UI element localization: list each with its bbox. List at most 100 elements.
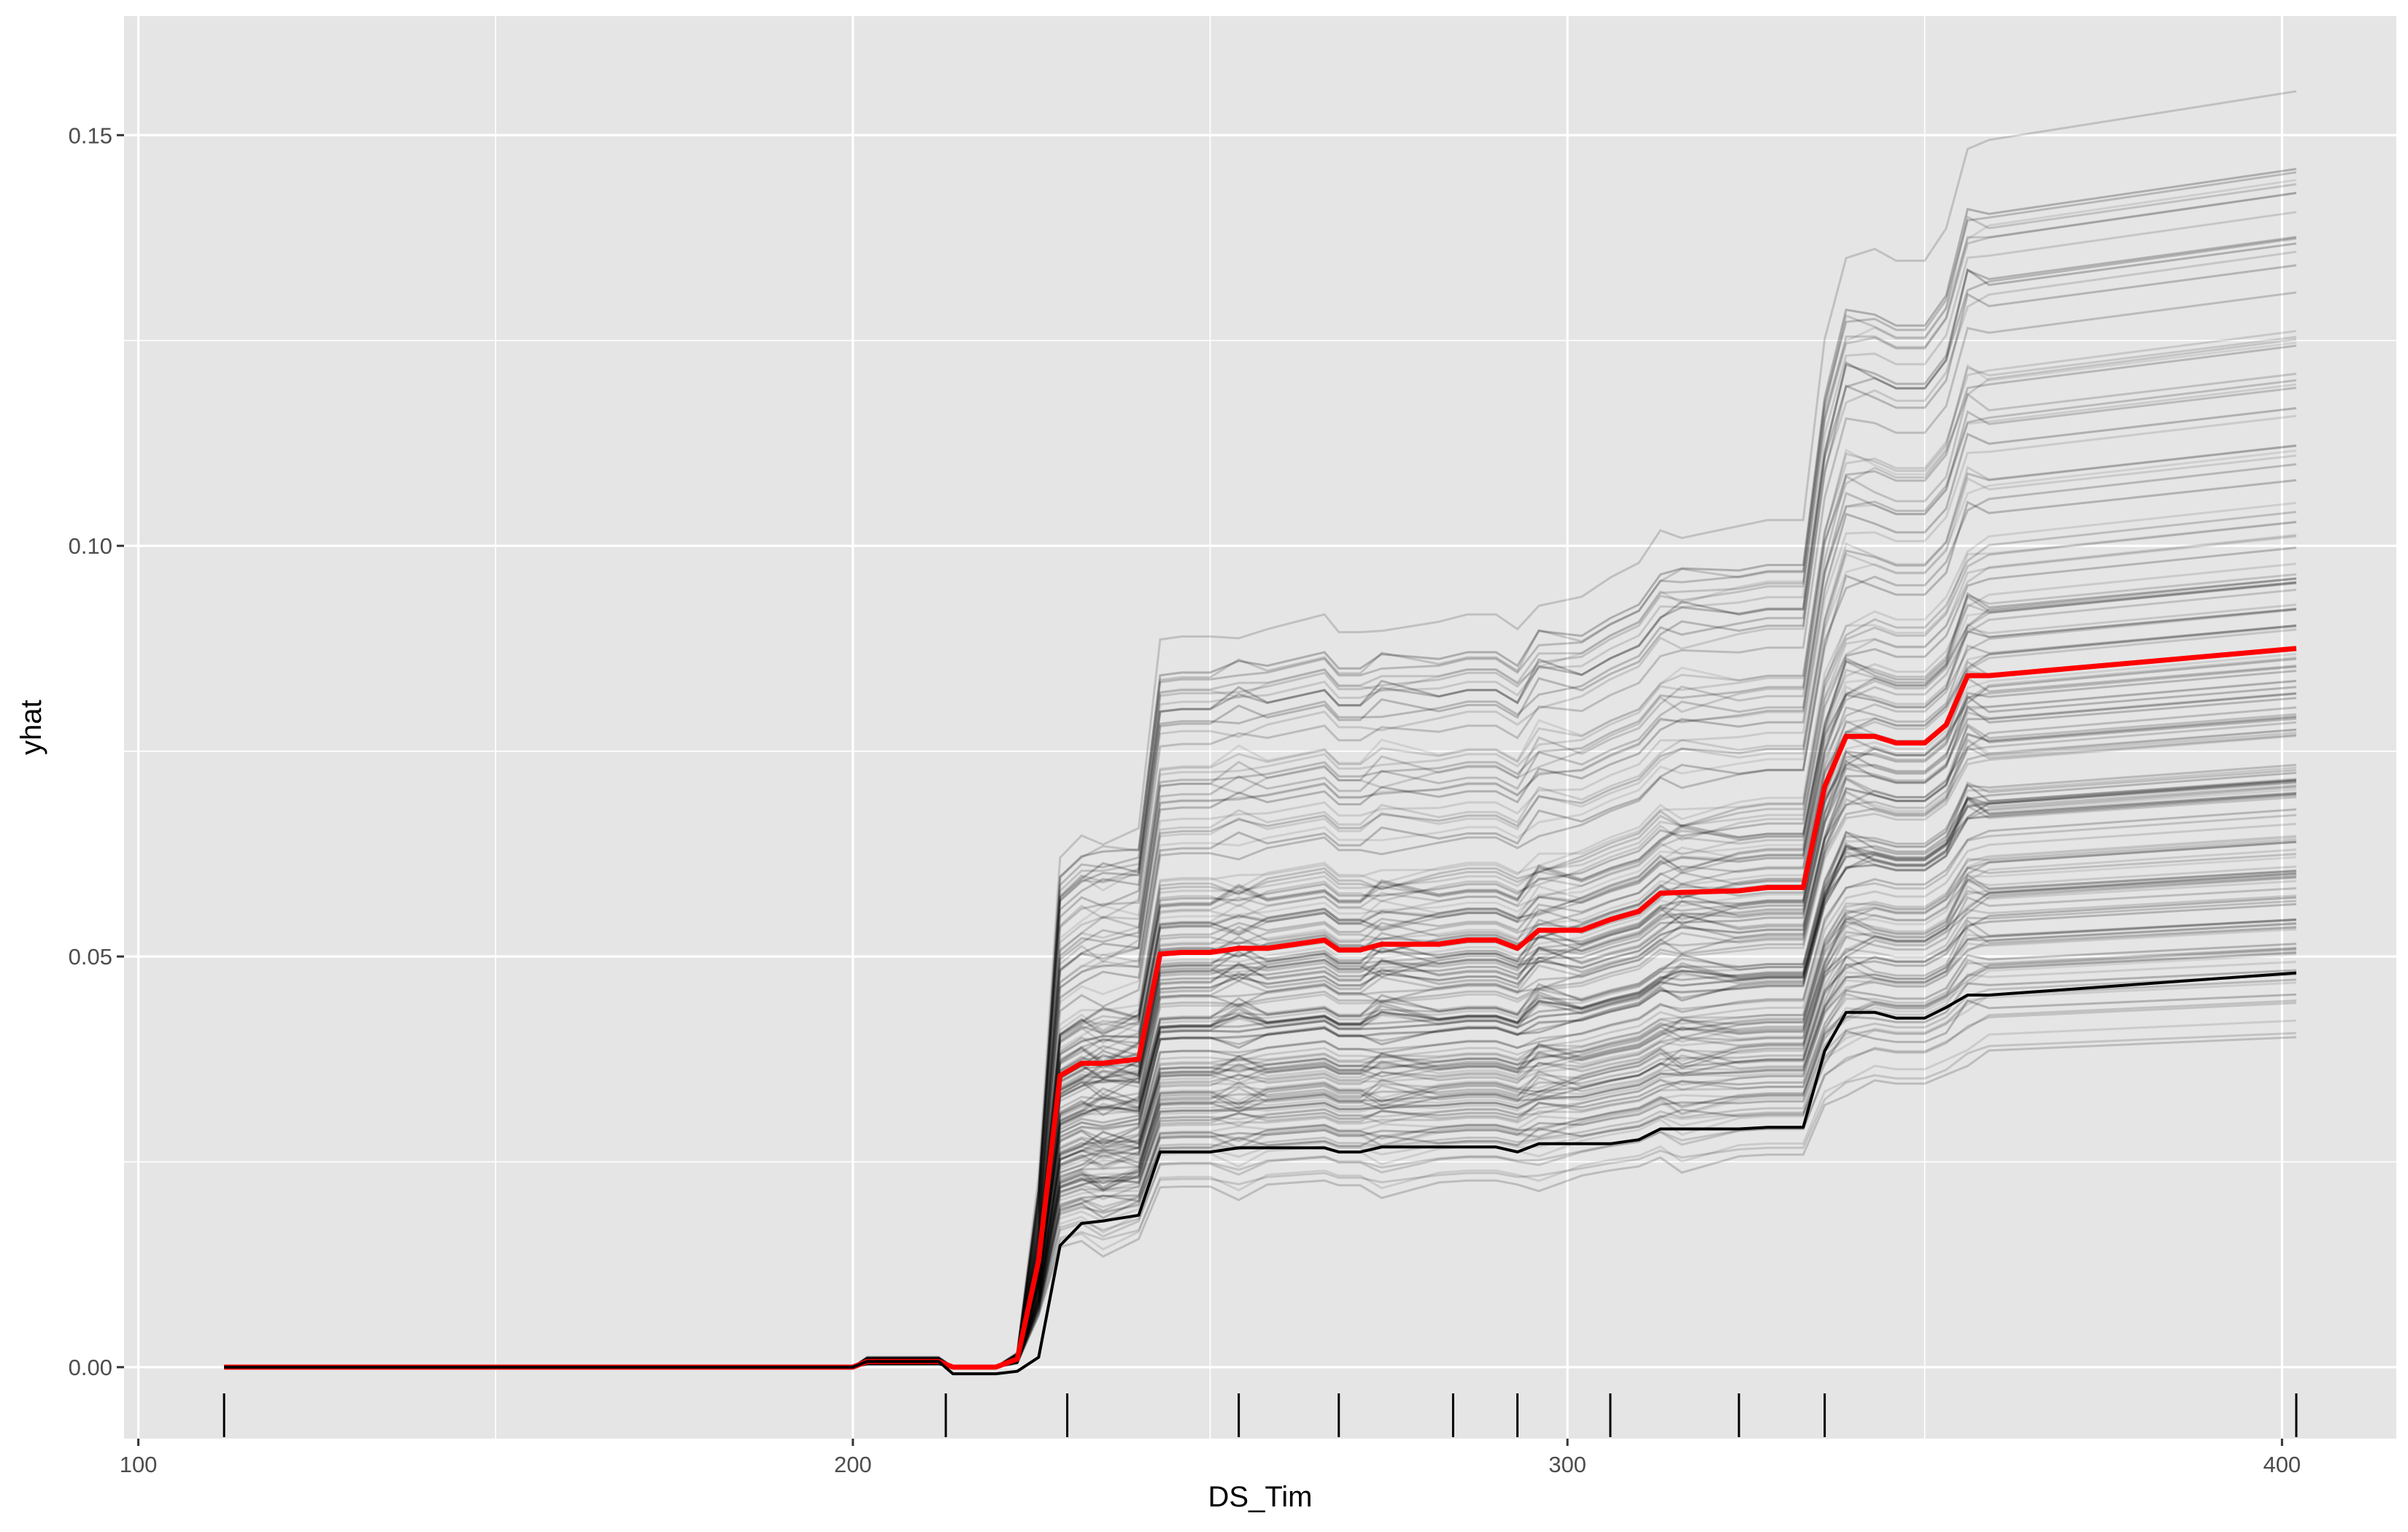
ice-curve: [224, 951, 2296, 1369]
ice-curve: [224, 444, 2297, 1369]
ice-curve: [224, 896, 2296, 1369]
x-tick-label: 400: [2263, 1452, 2301, 1477]
ice-curve: [224, 168, 2297, 1369]
ice-curve: [224, 336, 2297, 1369]
ice-curve: [224, 978, 2296, 1369]
y-axis-ticks: 0.00 0.05 0.10 0.15: [69, 123, 124, 1380]
minor-gridlines: [124, 16, 2396, 1439]
ice-curve: [224, 813, 2297, 1369]
ice-curve: [224, 922, 2296, 1369]
ice-curve: [224, 926, 2296, 1369]
ice-curve: [224, 921, 2296, 1369]
ice-curve: [224, 341, 2297, 1369]
ice-curve: [224, 993, 2296, 1369]
ice-curve: [224, 779, 2297, 1369]
ice-curve: [224, 978, 2296, 1369]
ice-curve: [224, 839, 2296, 1369]
ice-curves: [224, 90, 2297, 1369]
ice-curve: [224, 778, 2297, 1369]
ice-curve: [224, 900, 2296, 1369]
ice-curve: [224, 90, 2297, 1369]
plot-panel: [124, 16, 2396, 1439]
ice-curve: [224, 449, 2297, 1369]
ice-curve: [224, 856, 2296, 1369]
ice-curve: [224, 902, 2296, 1369]
ice-curve: [224, 961, 2296, 1369]
ice-curve: [224, 969, 2296, 1369]
ice-curve: [224, 501, 2297, 1369]
ice-curve: [224, 894, 2296, 1369]
ice-curve: [224, 372, 2297, 1369]
ice-curve: [224, 771, 2297, 1369]
ice-curve: [224, 728, 2297, 1369]
ice-curve: [224, 1002, 2296, 1369]
ice-curve: [224, 865, 2296, 1369]
ice-curve: [224, 875, 2296, 1369]
ice-curve: [224, 872, 2296, 1369]
ice-curve: [224, 792, 2297, 1369]
ice-curve: [224, 786, 2297, 1369]
ice-curve: [224, 242, 2297, 1369]
ice-curve: [224, 948, 2296, 1369]
ice-curve: [224, 876, 2296, 1369]
x-axis-ticks: 100 200 300 400: [120, 1439, 2301, 1477]
ice-curve: [224, 778, 2297, 1369]
ice-curve: [224, 731, 2297, 1369]
ice-curve: [224, 444, 2297, 1369]
ice-curve: [224, 926, 2296, 1369]
ice-curve: [224, 211, 2297, 1369]
x-tick-label: 200: [834, 1452, 872, 1477]
ice-curve: [224, 840, 2296, 1369]
ice-curve: [224, 717, 2297, 1369]
ice-curve: [224, 928, 2296, 1369]
ice-curve: [224, 808, 2297, 1369]
ice-curve: [224, 946, 2296, 1369]
ice-curve: [224, 387, 2297, 1369]
ice-curve: [224, 291, 2297, 1369]
ice-curve: [224, 237, 2297, 1369]
ice-curve: [224, 383, 2297, 1369]
ice-curve: [224, 454, 2297, 1369]
ice-curve: [224, 943, 2296, 1369]
ice-curve: [224, 822, 2297, 1369]
y-tick-label: 0.15: [69, 123, 112, 148]
y-axis-title: yhat: [15, 700, 47, 755]
ice-curve: [224, 887, 2296, 1369]
ice-curve: [224, 1032, 2296, 1369]
ice-curve: [224, 338, 2297, 1369]
ice-curve: [224, 953, 2296, 1369]
ice-curve: [224, 379, 2297, 1369]
y-tick-label: 0.00: [69, 1355, 112, 1380]
ice-curve: [224, 919, 2296, 1369]
ice-curve: [224, 870, 2296, 1369]
ice-curve: [224, 874, 2296, 1369]
ice-curve: [224, 780, 2297, 1369]
ice-curve: [224, 733, 2297, 1369]
ice-curve: [224, 769, 2297, 1369]
ice-curve: [224, 848, 2296, 1369]
ice-curve: [224, 880, 2296, 1369]
ice-curve: [224, 792, 2297, 1369]
y-tick-label: 0.05: [69, 944, 112, 970]
y-tick-label: 0.10: [69, 533, 112, 559]
ice-curve: [224, 192, 2297, 1369]
x-axis-title: DS_Tim: [1208, 1481, 1313, 1513]
ice-curve: [224, 794, 2297, 1369]
ice-curve: [224, 766, 2297, 1369]
ice-curve: [224, 784, 2297, 1369]
ice-curve: [224, 183, 2297, 1369]
x-tick-label: 100: [120, 1452, 158, 1477]
ice-curve: [224, 835, 2296, 1369]
ice-curve: [224, 511, 2297, 1369]
ice-curve: [224, 872, 2296, 1369]
ice-curve: [224, 344, 2297, 1369]
ice-curve: [224, 179, 2297, 1369]
ice-curve: [224, 853, 2296, 1369]
pd-line: [224, 646, 2297, 1370]
ice-curve: [224, 870, 2296, 1369]
rug-marks: [223, 1393, 2298, 1437]
ice-curve: [224, 973, 2296, 1369]
ice-curve: [224, 837, 2296, 1369]
ice-curve: [224, 414, 2297, 1369]
